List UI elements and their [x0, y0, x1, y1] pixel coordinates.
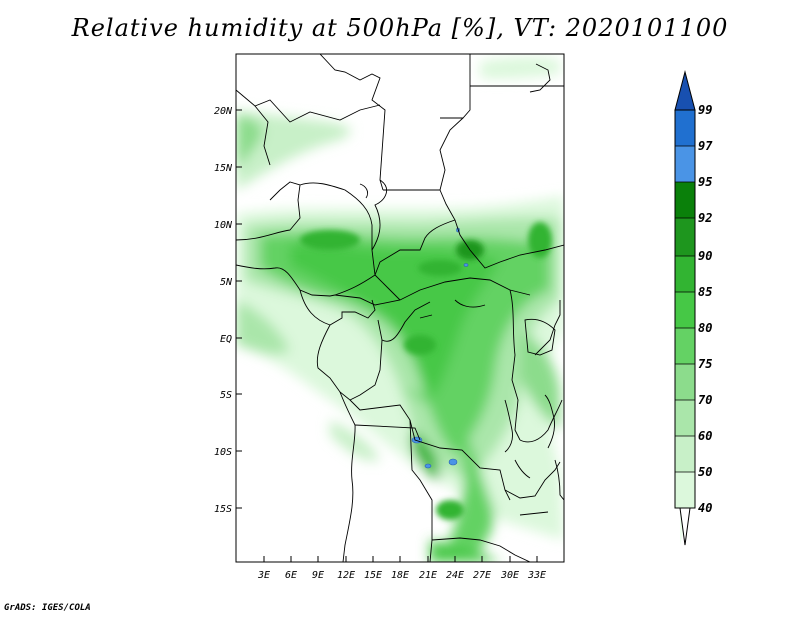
colorbar-cell — [675, 182, 695, 218]
lon-tick-label: 18E — [391, 570, 409, 581]
colorbar-cell — [675, 256, 695, 292]
lon-tick-label: 12E — [337, 570, 355, 581]
colorbar-label: 50 — [698, 465, 712, 479]
colorbar-label: 99 — [698, 103, 712, 117]
lat-tick-label: EQ — [220, 334, 232, 345]
lat-tick-label: 15S — [214, 504, 232, 515]
lat-tick-label: 20N — [214, 106, 233, 117]
lat-tick-label: 15N — [214, 163, 233, 174]
colorbar-label: 95 — [698, 175, 712, 189]
lon-tick-label: 9E — [312, 570, 324, 581]
colorbar-label: 90 — [698, 249, 712, 263]
lon-tick-label: 33E — [527, 570, 546, 581]
colorbar-cell — [675, 436, 695, 472]
lon-tick-label: 21E — [419, 570, 437, 581]
country-borders — [236, 54, 564, 562]
colorbar-label: 40 — [698, 501, 712, 515]
lon-tick-label: 24E — [446, 570, 464, 581]
colorbar-label: 97 — [698, 139, 713, 153]
colorbar-label: 60 — [698, 429, 712, 443]
colorbar-cell — [675, 146, 695, 182]
colorbar: 40 50 60 70 75 80 85 90 92 95 97 99 — [674, 70, 713, 546]
lat-tick-label: 5S — [220, 390, 232, 401]
lat-tick-label: 5N — [220, 277, 233, 288]
colorbar-cell — [675, 364, 695, 400]
lon-axis: 3E 6E 9E 12E 15E 18E 21E 24E 27E 30E 33E — [257, 556, 546, 581]
lon-tick-label: 27E — [473, 570, 491, 581]
humidity-field — [236, 54, 564, 562]
colorbar-top-arrow — [674, 70, 696, 111]
colorbar-cell — [675, 472, 695, 508]
credit-label: GrADS: IGES/COLA — [4, 603, 91, 613]
lon-tick-label: 3E — [257, 570, 270, 581]
colorbar-cell — [675, 328, 695, 364]
colorbar-label: 75 — [698, 357, 712, 371]
lat-tick-label: 10S — [214, 447, 232, 458]
colorbar-label: 85 — [698, 285, 712, 299]
colorbar-label: 70 — [698, 393, 712, 407]
colorbar-cell — [675, 110, 695, 146]
lon-tick-label: 15E — [364, 570, 382, 581]
map-title: Relative humidity at 500hPa [%], VT: 202… — [71, 14, 729, 42]
colorbar-label: 92 — [698, 211, 712, 225]
lat-tick-label: 10N — [214, 220, 233, 231]
colorbar-label: 80 — [698, 321, 712, 335]
lat-axis: 20N 15N 10N 5N EQ 5S 10S 15S — [214, 106, 242, 515]
lon-tick-label: 30E — [500, 570, 519, 581]
lon-tick-label: 6E — [285, 570, 297, 581]
colorbar-cell — [675, 292, 695, 328]
colorbar-cell — [675, 400, 695, 436]
colorbar-cell — [675, 218, 695, 256]
